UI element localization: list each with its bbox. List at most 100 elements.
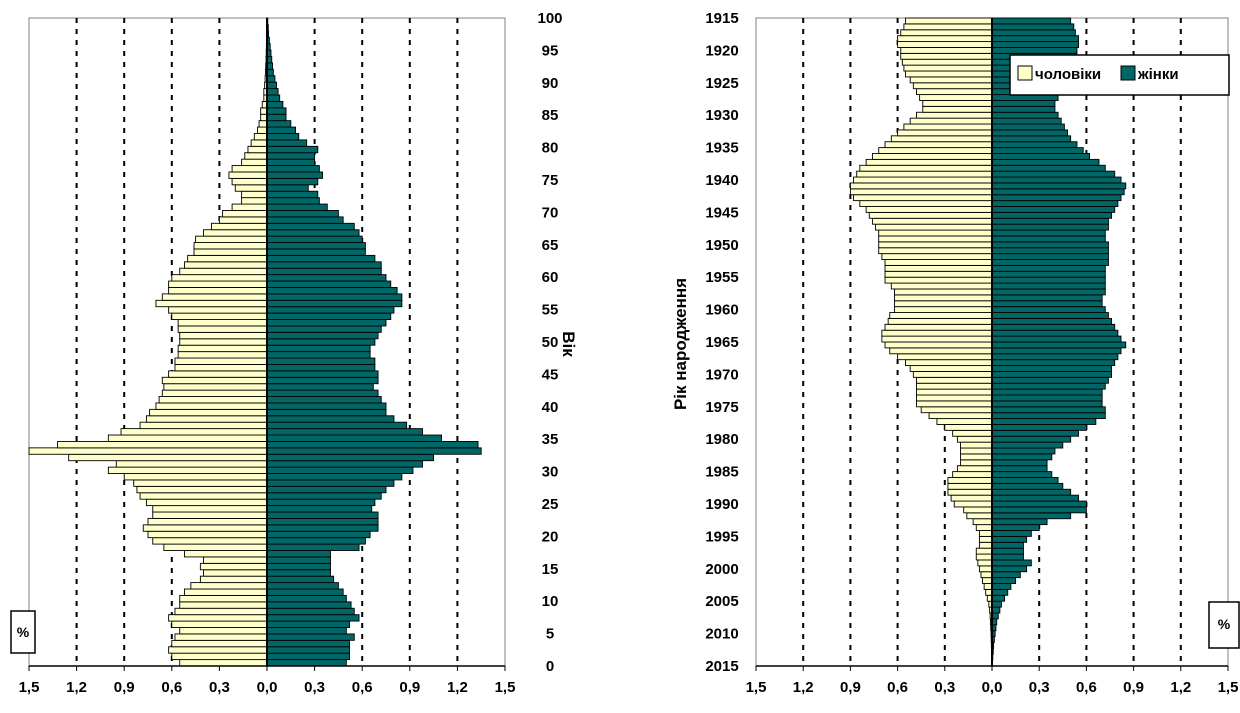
bar-male — [916, 394, 993, 402]
bar-male — [884, 141, 993, 149]
bar-male — [258, 120, 268, 128]
bar-female — [266, 376, 379, 385]
bar-male — [168, 306, 268, 314]
legend-swatch-female — [1120, 65, 1136, 81]
bar-female — [266, 652, 350, 661]
bar-female — [991, 471, 1053, 478]
bar-male — [905, 17, 993, 25]
bar-male — [179, 601, 268, 609]
bar-female — [991, 200, 1119, 207]
y-tick-label: 35 — [542, 431, 559, 448]
bar-female — [991, 111, 1059, 119]
x-tick-label: 1,5 — [1218, 679, 1239, 696]
bar-male — [916, 388, 993, 396]
y-tick-label: 1950 — [705, 237, 738, 254]
bar-female — [266, 588, 344, 596]
bar-male — [889, 347, 993, 355]
x-tick-label: 1,2 — [447, 679, 468, 696]
bar-female — [991, 453, 1053, 461]
bar-male — [878, 247, 993, 255]
y-tick-label: 1925 — [705, 75, 738, 92]
bar-male — [865, 206, 993, 213]
bar-female — [266, 421, 408, 430]
bar-male — [158, 396, 268, 404]
bar-female — [991, 235, 1106, 243]
bar-female — [266, 351, 371, 359]
bar-male — [884, 276, 993, 284]
y-tick-label: 1935 — [705, 140, 738, 157]
bar-male — [897, 41, 993, 48]
bar-male — [889, 312, 993, 319]
bar-male — [952, 471, 993, 478]
bar-female — [266, 126, 297, 134]
bar-male — [960, 459, 993, 467]
bar-female — [991, 29, 1076, 37]
bar-female — [266, 492, 382, 500]
bar-female — [266, 473, 403, 481]
bar-male — [168, 646, 268, 654]
bar-female — [991, 306, 1106, 313]
bar-male — [28, 447, 268, 455]
bar-female — [266, 81, 277, 90]
bar-female — [991, 323, 1116, 331]
bar-female — [266, 338, 376, 346]
y-tick-label: 0 — [546, 658, 554, 675]
bar-female — [991, 553, 1024, 561]
bar-male — [155, 402, 268, 410]
x-tick-label: 1,5 — [746, 679, 767, 696]
x-tick-label: 1,2 — [1170, 679, 1191, 696]
bar-male — [120, 428, 268, 436]
bar-female — [266, 453, 435, 462]
bar-male — [187, 254, 268, 263]
bar-male — [179, 594, 268, 603]
y-tick-label: 1975 — [705, 399, 738, 416]
y-axis-title: Рік народження — [671, 278, 690, 410]
bar-female — [266, 383, 374, 391]
bar-female — [991, 571, 1021, 579]
bar-female — [266, 479, 395, 487]
bar-male — [881, 329, 993, 337]
y-tick-label: 70 — [542, 204, 559, 221]
bar-male — [107, 434, 268, 442]
bar-male — [878, 229, 993, 237]
bar-male — [950, 494, 993, 502]
bar-male — [878, 147, 993, 154]
bar-male — [916, 111, 993, 119]
y-tick-label: 2000 — [705, 561, 738, 578]
bar-female — [266, 569, 331, 577]
bar-female — [266, 447, 482, 455]
y-tick-label: 1960 — [705, 302, 738, 319]
bar-female — [266, 434, 442, 442]
bar-female — [991, 382, 1106, 390]
bar-female — [991, 35, 1079, 43]
bar-male — [171, 312, 268, 320]
birth-year-pyramid-chart: 1,5 1,2 0,9 0,6 0,3 0,0 0,3 0,6 0,9 1,2 1,5 201520… — [671, 10, 1240, 696]
bar-female — [266, 133, 300, 141]
bar-male — [849, 182, 993, 190]
x-tick-label: 0,6 — [352, 679, 373, 696]
bar-female — [266, 505, 373, 513]
bar-male — [884, 270, 993, 278]
bar-female — [991, 418, 1097, 425]
bar-male — [887, 317, 993, 325]
bar-female — [991, 541, 1024, 549]
bar-male — [171, 274, 268, 282]
bar-female — [266, 543, 360, 551]
bar-male — [179, 331, 268, 340]
bar-male — [234, 184, 268, 192]
bar-female — [991, 141, 1078, 149]
bar-male — [956, 435, 993, 443]
y-tick-label: 30 — [542, 464, 559, 481]
bar-male — [982, 577, 993, 584]
bar-male — [881, 253, 993, 260]
bar-male — [900, 47, 993, 54]
bar-male — [894, 294, 993, 302]
x-tick-label: 1,5 — [495, 679, 516, 696]
x-tick-label: 0,0 — [257, 679, 278, 696]
bar-female — [266, 242, 366, 250]
bar-male — [980, 571, 993, 579]
bar-female — [991, 371, 1113, 378]
bar-female — [266, 319, 387, 327]
y-tick-label: 1970 — [705, 366, 738, 383]
bar-male — [184, 588, 268, 596]
